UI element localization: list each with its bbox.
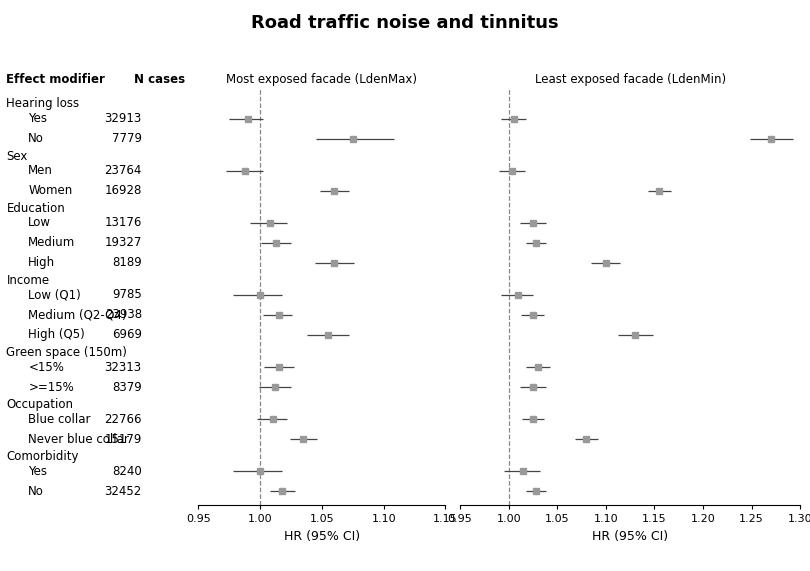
Text: High (Q5): High (Q5) bbox=[28, 328, 85, 341]
Text: Low (Q1): Low (Q1) bbox=[28, 288, 81, 301]
Text: Medium: Medium bbox=[28, 236, 75, 250]
Text: 23938: 23938 bbox=[104, 308, 142, 321]
Text: Sex: Sex bbox=[6, 150, 28, 163]
Text: 8240: 8240 bbox=[112, 465, 142, 478]
Text: Most exposed facade (LdenMax): Most exposed facade (LdenMax) bbox=[227, 73, 417, 86]
Text: 22766: 22766 bbox=[104, 413, 142, 425]
Text: Never blue collar: Never blue collar bbox=[28, 433, 130, 446]
Text: Hearing loss: Hearing loss bbox=[6, 97, 79, 110]
Text: Effect modifier: Effect modifier bbox=[6, 73, 105, 86]
Text: Comorbidity: Comorbidity bbox=[6, 451, 79, 463]
Text: 8189: 8189 bbox=[112, 256, 142, 270]
Text: N cases: N cases bbox=[134, 73, 185, 86]
Text: Green space (150m): Green space (150m) bbox=[6, 346, 127, 359]
Text: Least exposed facade (LdenMin): Least exposed facade (LdenMin) bbox=[535, 73, 726, 86]
Text: 6969: 6969 bbox=[112, 328, 142, 341]
Text: 7779: 7779 bbox=[112, 132, 142, 145]
Text: High: High bbox=[28, 256, 55, 270]
Text: Yes: Yes bbox=[28, 112, 47, 125]
Text: No: No bbox=[28, 132, 45, 145]
Text: Occupation: Occupation bbox=[6, 398, 74, 411]
Text: Income: Income bbox=[6, 274, 49, 287]
Text: 16928: 16928 bbox=[104, 184, 142, 197]
Text: 23764: 23764 bbox=[104, 164, 142, 177]
Text: 32452: 32452 bbox=[104, 485, 142, 498]
Text: >=15%: >=15% bbox=[28, 381, 74, 393]
Text: 19327: 19327 bbox=[104, 236, 142, 250]
Text: Blue collar: Blue collar bbox=[28, 413, 91, 425]
Text: No: No bbox=[28, 485, 45, 498]
Text: 9785: 9785 bbox=[112, 288, 142, 301]
X-axis label: HR (95% CI): HR (95% CI) bbox=[592, 530, 668, 543]
Text: Education: Education bbox=[6, 202, 66, 215]
Text: 13176: 13176 bbox=[104, 216, 142, 230]
X-axis label: HR (95% CI): HR (95% CI) bbox=[284, 530, 360, 543]
Text: Yes: Yes bbox=[28, 465, 47, 478]
Text: 15179: 15179 bbox=[104, 433, 142, 446]
Text: <15%: <15% bbox=[28, 360, 64, 373]
Text: Road traffic noise and tinnitus: Road traffic noise and tinnitus bbox=[251, 14, 559, 33]
Text: 32913: 32913 bbox=[104, 112, 142, 125]
Text: Women: Women bbox=[28, 184, 73, 197]
Text: 32313: 32313 bbox=[104, 360, 142, 373]
Text: 8379: 8379 bbox=[112, 381, 142, 393]
Text: Men: Men bbox=[28, 164, 53, 177]
Text: Medium (Q2-Q4): Medium (Q2-Q4) bbox=[28, 308, 127, 321]
Text: Low: Low bbox=[28, 216, 51, 230]
